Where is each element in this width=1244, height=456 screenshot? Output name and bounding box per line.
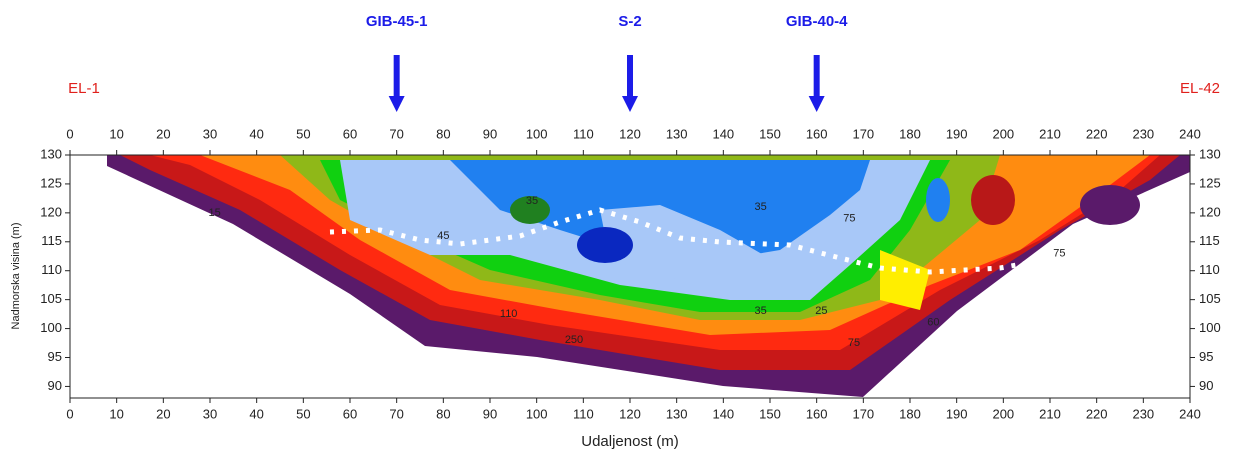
- y-tick-label: 115: [41, 233, 62, 248]
- x-tick-label: 0: [66, 126, 73, 141]
- contour-label: 25: [815, 305, 827, 317]
- section-fill: [107, 155, 1190, 397]
- y-axis-title: Nadmorska visina (m): [10, 223, 22, 330]
- x-tick-label: 80: [436, 406, 450, 421]
- x-tick-label: 140: [712, 406, 734, 421]
- x-tick-label: 10: [109, 406, 123, 421]
- x-tick-label: 210: [1039, 406, 1061, 421]
- y-tick-label: 120: [1199, 204, 1221, 219]
- x-tick-label: 60: [343, 126, 357, 141]
- x-tick-label: 40: [249, 406, 263, 421]
- x-tick-label: 70: [389, 126, 403, 141]
- contour-label: 250: [565, 334, 583, 346]
- contour-label: 35: [755, 201, 767, 213]
- x-tick-label: 150: [759, 126, 781, 141]
- x-tick-label: 90: [483, 126, 497, 141]
- x-tick-label: 180: [899, 406, 921, 421]
- y-tick-label: 120: [40, 204, 62, 219]
- y-tick-label: 110: [1199, 262, 1220, 277]
- y-tick-label: 100: [40, 320, 62, 335]
- x-axis-title: Udaljenost (m): [581, 433, 679, 450]
- x-tick-label: 80: [436, 126, 450, 141]
- x-tick-label: 20: [156, 126, 170, 141]
- y-tick-label: 105: [1199, 291, 1221, 306]
- x-tick-label: 50: [296, 126, 310, 141]
- y-tick-label: 130: [40, 146, 62, 161]
- borehole-label: GIB-45-1: [366, 13, 428, 30]
- x-tick-label: 90: [483, 406, 497, 421]
- borehole-label: GIB-40-4: [786, 13, 848, 30]
- x-tick-label: 30: [203, 126, 217, 141]
- x-tick-label: 120: [619, 406, 641, 421]
- borehole-arrowhead: [622, 96, 638, 112]
- x-tick-label: 230: [1132, 126, 1154, 141]
- x-tick-label: 70: [389, 406, 403, 421]
- x-tick-label: 110: [573, 406, 594, 421]
- x-tick-label: 130: [666, 406, 688, 421]
- x-tick-label: 240: [1179, 406, 1201, 421]
- electrode-label: EL-42: [1180, 80, 1220, 97]
- contour-label: 45: [437, 230, 449, 242]
- y-tick-label: 90: [48, 378, 62, 393]
- x-tick-label: 150: [759, 406, 781, 421]
- x-tick-label: 160: [806, 126, 828, 141]
- contour-label: 35: [755, 305, 767, 317]
- x-tick-label: 0: [66, 406, 73, 421]
- contour-label: 35: [526, 195, 538, 207]
- x-tick-label: 220: [1086, 406, 1108, 421]
- contour-label: 110: [500, 308, 518, 320]
- contour-label: 15: [209, 207, 221, 219]
- x-tick-label: 60: [343, 406, 357, 421]
- x-tick-label: 160: [806, 406, 828, 421]
- x-tick-label: 220: [1086, 126, 1108, 141]
- electrode-label: EL-1: [68, 80, 100, 97]
- contour-label: 75: [1053, 247, 1065, 259]
- x-tick-label: 230: [1132, 406, 1154, 421]
- x-tick-label: 120: [619, 126, 641, 141]
- y-tick-label: 105: [40, 291, 62, 306]
- x-tick-label: 240: [1179, 126, 1201, 141]
- x-tick-label: 200: [992, 406, 1014, 421]
- x-tick-label: 170: [852, 126, 874, 141]
- borehole-label: S-2: [618, 13, 641, 30]
- y-tick-label: 130: [1199, 146, 1221, 161]
- x-tick-label: 100: [526, 126, 548, 141]
- y-tick-label: 95: [1199, 349, 1213, 364]
- x-tick-label: 190: [946, 406, 968, 421]
- y-tick-label: 110: [41, 262, 62, 277]
- contour-label: 75: [843, 213, 855, 225]
- y-tick-label: 95: [48, 349, 62, 364]
- y-tick-label: 125: [1199, 175, 1221, 190]
- y-tick-label: 125: [40, 175, 62, 190]
- contour-label: 60: [927, 317, 939, 329]
- x-tick-label: 50: [296, 406, 310, 421]
- x-tick-label: 200: [992, 126, 1014, 141]
- x-tick-label: 180: [899, 126, 921, 141]
- x-tick-label: 140: [712, 126, 734, 141]
- x-tick-label: 100: [526, 406, 548, 421]
- y-tick-label: 100: [1199, 320, 1221, 335]
- x-tick-label: 20: [156, 406, 170, 421]
- y-tick-label: 115: [1199, 233, 1220, 248]
- borehole-arrowhead: [808, 96, 825, 112]
- x-tick-label: 190: [946, 126, 968, 141]
- contour-label: 75: [848, 337, 860, 349]
- y-tick-label: 90: [1199, 378, 1213, 393]
- x-tick-label: 170: [852, 406, 874, 421]
- borehole-arrowhead: [388, 96, 405, 112]
- x-tick-label: 40: [249, 126, 263, 141]
- x-tick-label: 210: [1039, 126, 1061, 141]
- x-tick-label: 110: [573, 126, 594, 141]
- x-tick-label: 10: [109, 126, 123, 141]
- x-tick-label: 130: [666, 126, 688, 141]
- x-tick-label: 30: [203, 406, 217, 421]
